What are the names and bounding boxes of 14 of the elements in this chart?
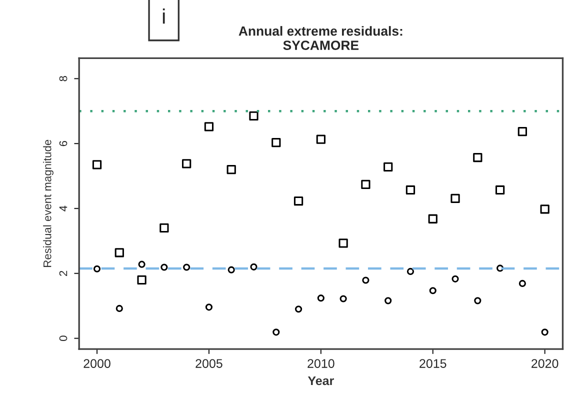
x-tick-label: 2020: [532, 359, 558, 368]
y-tick-label: 2: [59, 270, 68, 276]
x-tick-label: 2015: [420, 359, 446, 368]
x-tick-label: 2010: [308, 359, 334, 368]
y-tick-label: 8: [59, 76, 68, 82]
x-tick-label: 2000: [84, 359, 110, 368]
y-tick-label: 6: [59, 140, 68, 146]
text: i: [162, 8, 165, 24]
y-axis-title: Residual event magnitude: [43, 140, 54, 267]
x-tick-label: 2005: [196, 359, 222, 368]
y-tick-label: 0: [59, 336, 68, 341]
chart-title: Annual extreme residuals: SYCAMORE: [238, 26, 402, 50]
x-axis-title: Year: [308, 376, 334, 386]
y-tick-label: 4: [59, 206, 68, 212]
